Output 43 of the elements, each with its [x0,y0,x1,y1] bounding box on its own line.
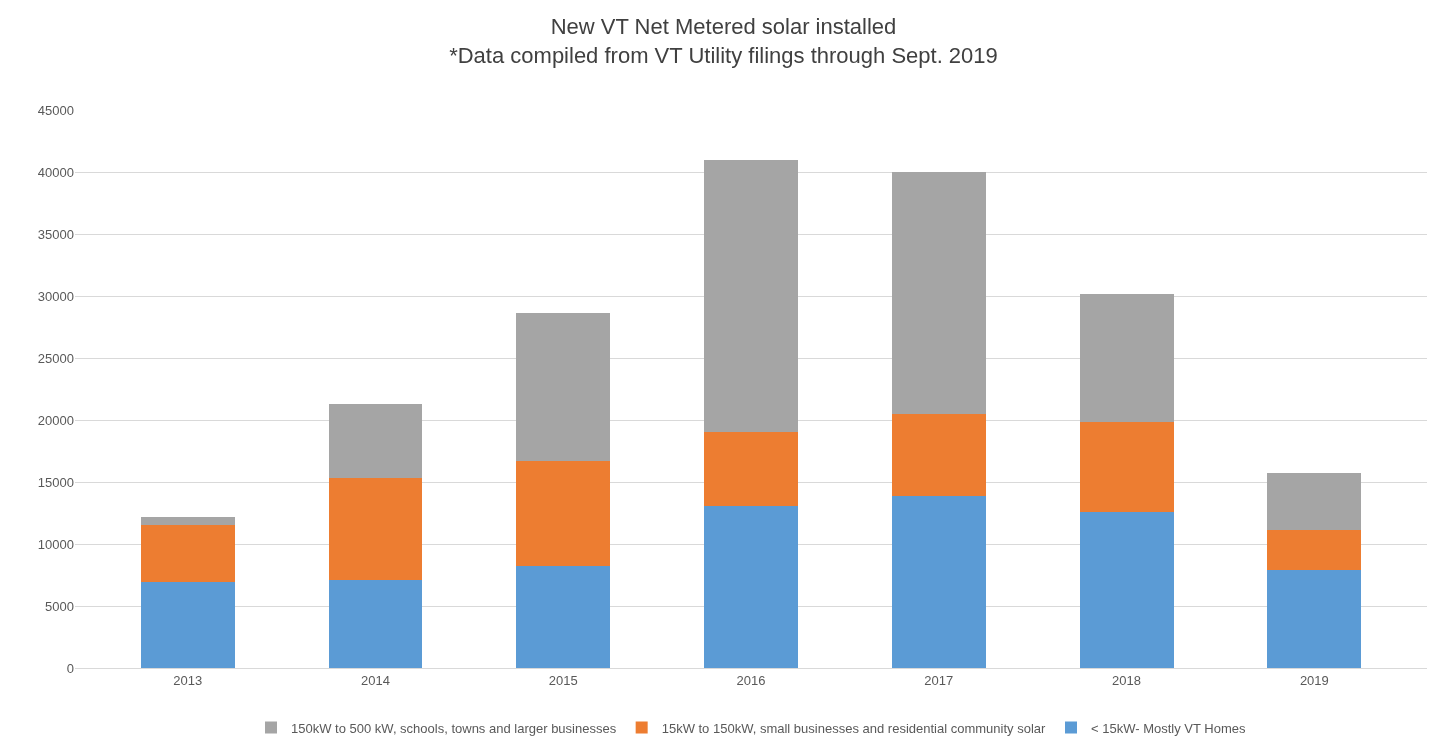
y-tick-label: 0 [66,660,74,676]
bar [328,579,423,668]
y-tick-label: 45000 [37,102,74,118]
bar [1079,511,1174,668]
x-tick-label: 2019 [1299,672,1329,688]
bar [1267,530,1362,571]
bar [704,432,798,506]
bar [328,478,423,580]
y-tick-label: 40000 [37,164,74,180]
bar [891,495,986,668]
bar [328,403,423,479]
bar [140,516,235,526]
bar [704,505,798,668]
bar [891,172,986,414]
y-tick-label: 15000 [37,474,74,490]
y-tick-label: 25000 [37,350,74,366]
y-tick-label: 5000 [45,598,74,614]
y-tick-label: 35000 [37,226,74,242]
x-tick-label: 2013 [173,672,203,688]
x-tick-label: 2014 [360,672,390,688]
legend-label: 150kW to 500 kW, schools, towns and larger businesses [291,720,617,736]
bar [140,582,235,668]
chart-title: New VT Net Metered solar installed [550,13,897,39]
x-tick-label: 2016 [736,672,766,688]
y-tick-label: 20000 [37,412,74,428]
bar [891,413,986,496]
legend-label: < 15kW- Mostly VT Homes [1091,720,1246,736]
legend-label: 15kW to 150kW, small businesses and residential community solar [661,720,1046,736]
bar [1079,422,1174,512]
y-tick-label: 10000 [37,536,74,552]
bar [704,159,798,433]
bar [516,313,611,461]
chart-subtitle: *Data compiled from VT Utility filings through Sept. 2019 [449,42,998,68]
x-tick-label: 2015 [548,672,578,688]
bar [140,525,235,583]
y-tick-label: 30000 [37,288,74,304]
bar [1267,570,1362,668]
x-tick-label: 2017 [924,672,954,688]
bar [516,566,611,668]
bar [516,460,611,567]
bar [1267,473,1362,531]
x-tick-label: 2018 [1112,672,1142,688]
bar [1079,293,1174,423]
